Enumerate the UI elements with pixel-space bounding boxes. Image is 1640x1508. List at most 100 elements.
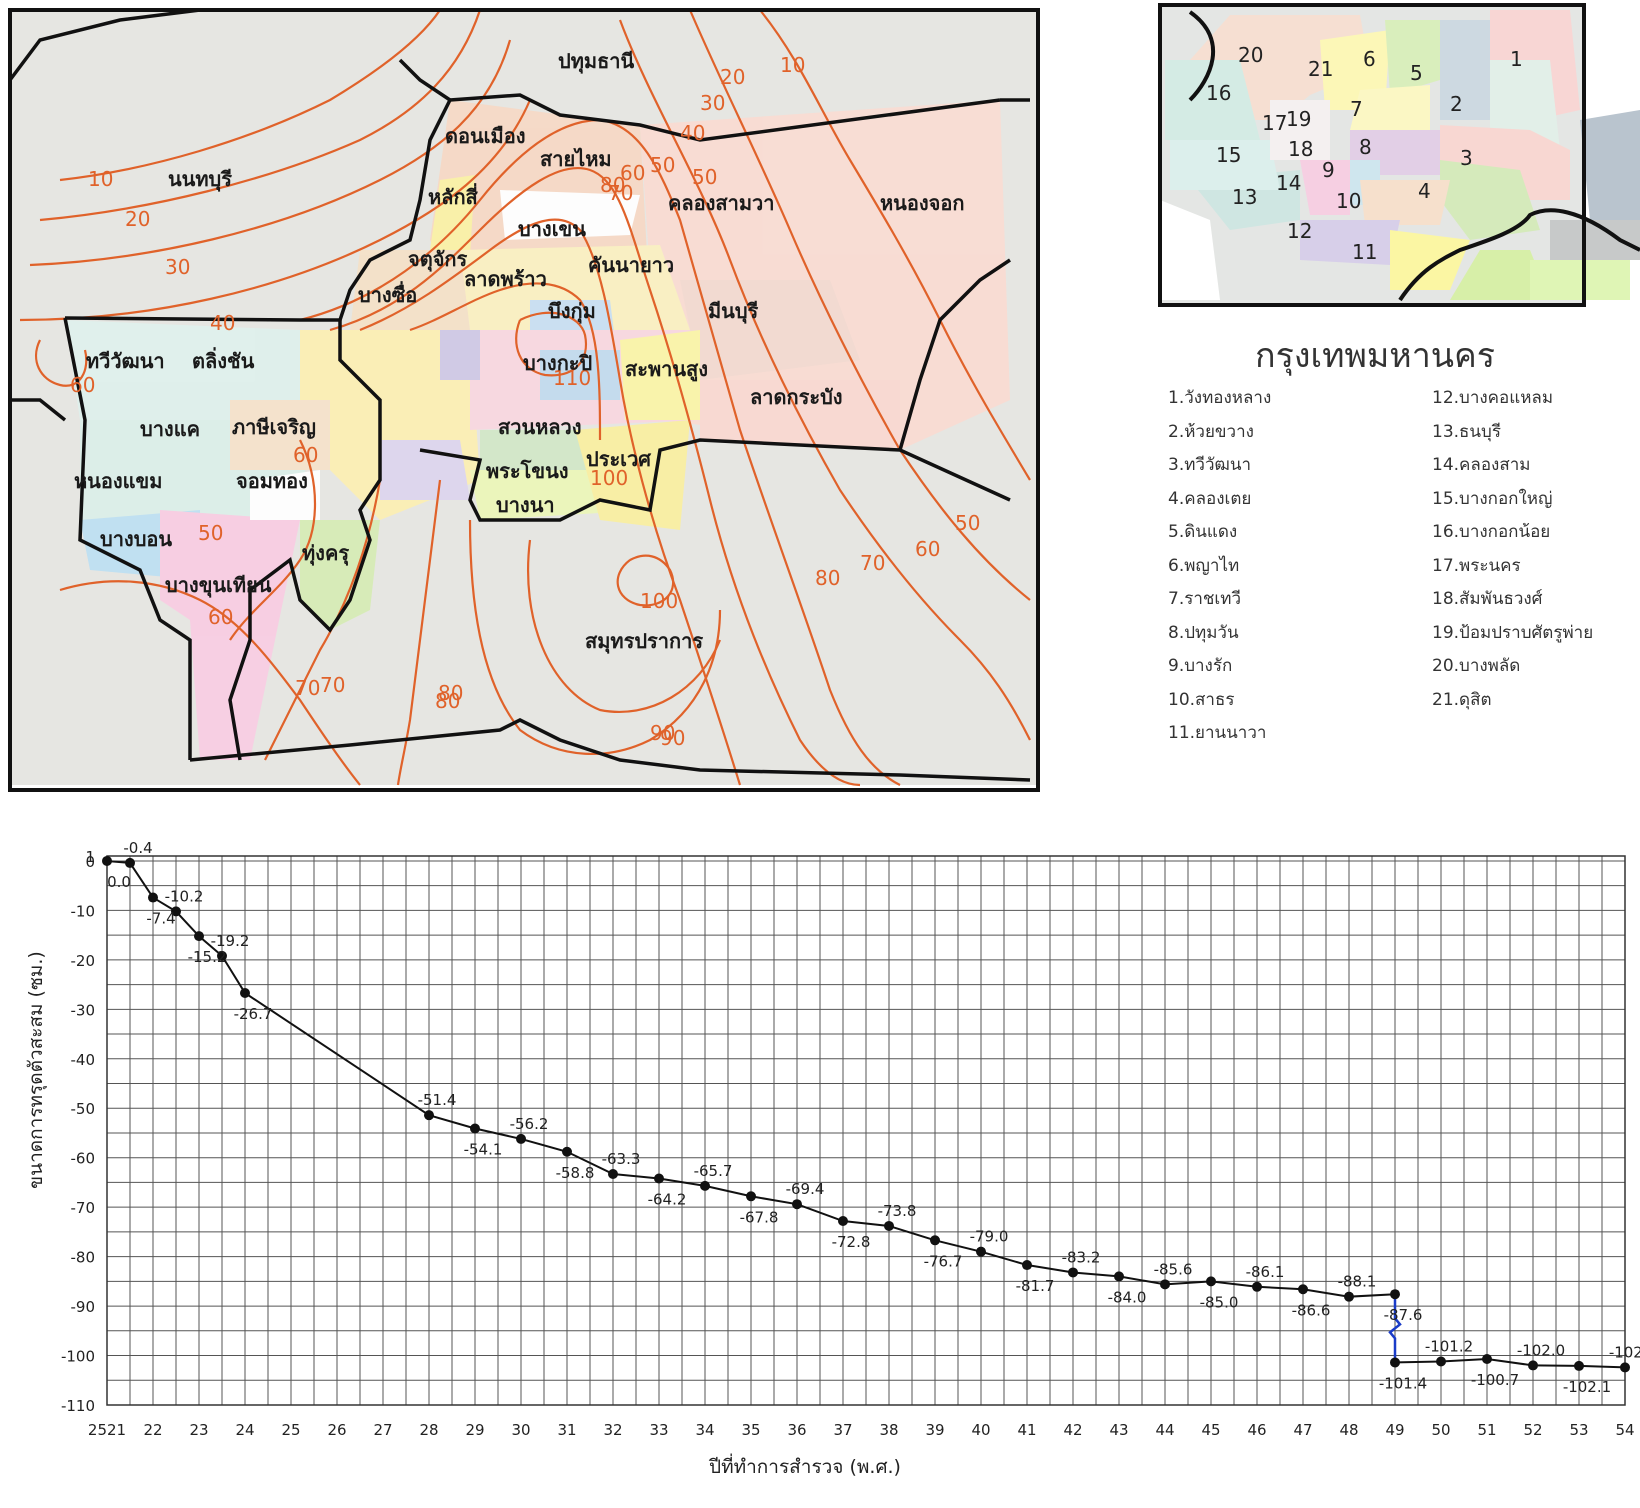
x-tick-label: 48 (1339, 1421, 1358, 1439)
legend-item: 2.ห้วยขวาง (1168, 421, 1254, 442)
contour-label: 40 (210, 311, 235, 335)
place-label: บางขุนเทียน (165, 573, 272, 598)
place-label: สวนหลวง (498, 415, 582, 439)
legend-item: 7.ราชเทวี (1168, 589, 1241, 609)
y-tick-label: -30 (71, 1001, 96, 1019)
contour-label: 110 (553, 366, 591, 390)
data-point (1114, 1271, 1124, 1282)
place-label: ปทุมธานี (558, 49, 635, 74)
y-tick-label: -110 (61, 1397, 95, 1415)
legend-item: 9.บางรัก (1168, 656, 1233, 676)
data-point (1620, 1362, 1630, 1373)
x-axis-title: ปีที่ทำการสำรวจ (พ.ศ.) (708, 1453, 901, 1478)
x-tick-label: 40 (971, 1421, 990, 1439)
x-tick-label: 36 (787, 1421, 806, 1439)
data-label: -0.4 (123, 839, 152, 857)
place-label: บางเขน (518, 217, 586, 241)
x-tick-label: 54 (1615, 1421, 1634, 1439)
data-point (171, 906, 181, 917)
chart-data-points (102, 855, 1630, 1373)
chart-data-labels: 0.0 -0.4 -7.4 -10.2 -15.2-19.2 -26.7 -51.4 -54.… (107, 839, 1640, 1396)
legend-item: 15.บางกอกใหญ่ (1432, 488, 1553, 509)
data-point (1252, 1281, 1262, 1292)
chart-axes: 10-10-20-30-40-50-60-70-80-90-100-110252… (61, 848, 1635, 1439)
district-number: 20 (1238, 43, 1263, 67)
x-tick-label: 2521 (88, 1421, 126, 1439)
data-label: -86.6 (1292, 1301, 1331, 1319)
legend-item: 18.สัมพันธวงศ์ (1432, 589, 1543, 609)
data-label: -65.7 (694, 1162, 733, 1180)
contour-value-labels: 10 20 30 40 50 60 70 80 90 100 110 10 20… (70, 53, 980, 750)
place-label: บางกะปิ (523, 351, 592, 375)
x-tick-label: 34 (695, 1421, 714, 1439)
contour-label: 80 (600, 173, 625, 197)
plot-frame (106, 855, 1626, 1406)
data-label: -15.2 (188, 948, 227, 966)
x-tick-label: 46 (1247, 1421, 1266, 1439)
legend-item: 13.ธนบุรี (1432, 421, 1501, 442)
data-point (930, 1235, 940, 1246)
district-number: 14 (1276, 171, 1301, 195)
data-point (1528, 1360, 1538, 1371)
y-tick-label: -10 (71, 902, 96, 920)
data-label: -85.0 (1200, 1293, 1239, 1311)
data-label: -87.6 (1384, 1306, 1423, 1324)
y-tick-label: -100 (61, 1348, 95, 1366)
district-number: 2 (1450, 92, 1463, 116)
legend-item: 4.คลองเตย (1168, 488, 1252, 509)
place-label: บางนา (496, 493, 555, 517)
data-point (194, 931, 204, 942)
data-point (976, 1246, 986, 1257)
contour-label: 70 (608, 181, 633, 205)
contour-label: 20 (125, 207, 150, 231)
place-label: นนทบุรี (168, 167, 232, 192)
data-label: -102.0 (1517, 1341, 1565, 1359)
x-tick-label: 43 (1109, 1421, 1128, 1439)
y-tick-label: 1 (85, 848, 95, 866)
data-label: -7.4 (146, 910, 175, 928)
data-label: -19.2 (211, 932, 250, 950)
x-tick-label: 52 (1523, 1421, 1542, 1439)
contour-label: 50 (198, 521, 223, 545)
contour-label: 70 (860, 551, 885, 575)
contour-label: 30 (165, 255, 190, 279)
district-number: 9 (1322, 158, 1335, 182)
contour-label: 60 (620, 161, 645, 185)
series-break-connector (1388, 1294, 1402, 1363)
legend-item: 5.ดินแดง (1168, 522, 1238, 542)
place-label: คลองสามวา (668, 191, 775, 215)
data-point (125, 857, 135, 868)
legend-item: 8.ปทุมวัน (1168, 622, 1239, 643)
data-point (1160, 1279, 1170, 1290)
data-point (1298, 1284, 1308, 1295)
y-tick-label: -20 (71, 952, 96, 970)
x-tick-label: 45 (1201, 1421, 1220, 1439)
district-number: 15 (1216, 143, 1241, 167)
data-label: -58.8 (556, 1164, 595, 1182)
data-point (1206, 1276, 1216, 1287)
district-number: 5 (1410, 61, 1423, 85)
data-label: -81.7 (1016, 1277, 1055, 1295)
x-tick-label: 22 (143, 1421, 162, 1439)
x-tick-label: 51 (1477, 1421, 1496, 1439)
place-label: ดอนเมือง (445, 124, 525, 148)
data-label: -101.2 (1425, 1337, 1473, 1355)
data-label: -101.4 (1379, 1374, 1427, 1392)
data-label: -85.6 (1154, 1260, 1193, 1278)
x-tick-label: 44 (1155, 1421, 1174, 1439)
district-number: 7 (1350, 97, 1363, 121)
data-label: -51.4 (418, 1091, 457, 1109)
data-point (102, 855, 112, 866)
subsidence-contour-map: 10 20 30 40 50 60 70 80 90 100 110 10 20… (0, 0, 1050, 810)
contour-label: 90 (650, 721, 675, 745)
data-label: -79.0 (970, 1228, 1009, 1246)
district-number: 12 (1287, 219, 1312, 243)
subsidence-contour-lines (19, 9, 1031, 787)
contour-label: 50 (955, 511, 980, 535)
x-tick-label: 33 (649, 1421, 668, 1439)
province-boundaries (8, 8, 1031, 782)
place-label: บางแค (140, 417, 200, 441)
data-label: -69.4 (786, 1180, 825, 1198)
data-label: -10.2 (165, 887, 204, 905)
contour-label: 30 (700, 91, 725, 115)
